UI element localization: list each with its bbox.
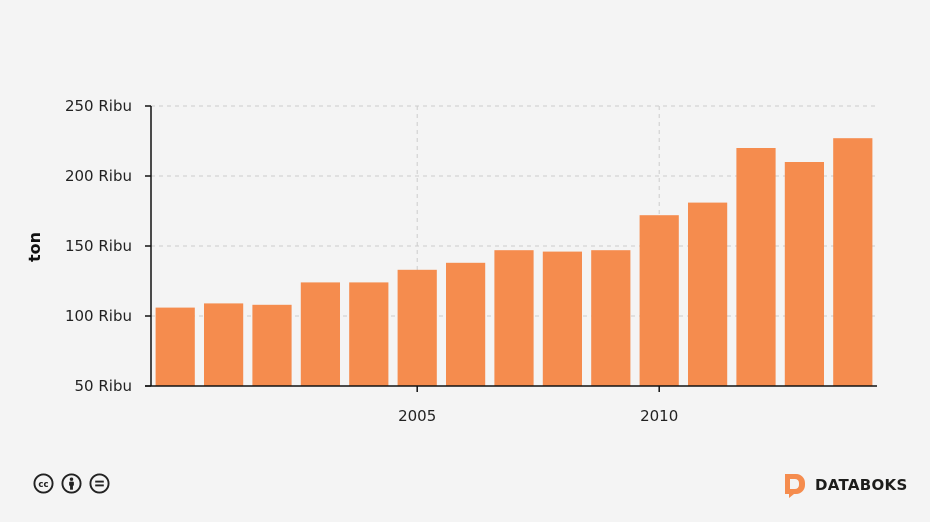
brand-name: DATABOKS bbox=[815, 476, 908, 494]
bar-2007 bbox=[494, 250, 534, 386]
cc-icon: cc bbox=[33, 473, 54, 494]
bar-2005 bbox=[397, 269, 437, 386]
bar-2006 bbox=[445, 262, 486, 386]
bar-2000 bbox=[155, 307, 195, 386]
bar-2008 bbox=[542, 251, 583, 386]
bar-layer bbox=[155, 138, 873, 386]
y-tick-label: 50 Ribu bbox=[75, 377, 132, 395]
bar-2013 bbox=[784, 162, 825, 386]
bar-2003 bbox=[300, 282, 341, 386]
x-tick-label: 2010 bbox=[640, 407, 678, 425]
label-layer: 50 Ribu 100 Ribu 150 Ribu 200 Ribu 250 Ribu 2… bbox=[65, 97, 678, 425]
license-icons: cc bbox=[33, 473, 110, 494]
databoks-logo-icon bbox=[785, 474, 805, 498]
bar-2004 bbox=[349, 282, 389, 386]
x-tick-label: 2005 bbox=[398, 407, 436, 425]
bar-2001 bbox=[203, 303, 244, 386]
y-tick-label: 150 Ribu bbox=[65, 237, 132, 255]
databoks-brand: DATABOKS bbox=[783, 472, 908, 498]
bar-2014 bbox=[833, 138, 873, 386]
y-tick-label: 200 Ribu bbox=[65, 167, 132, 185]
nd-icon bbox=[89, 473, 110, 494]
bar-2010 bbox=[639, 215, 679, 386]
by-icon bbox=[61, 473, 82, 494]
y-axis-label: ton bbox=[25, 232, 44, 262]
axis-layer bbox=[145, 105, 877, 392]
bar-2012 bbox=[736, 148, 776, 386]
y-tick-label: 250 Ribu bbox=[65, 97, 132, 115]
bar-2011 bbox=[687, 202, 728, 386]
y-tick-label: 100 Ribu bbox=[65, 307, 132, 325]
bar-2009 bbox=[591, 250, 631, 386]
bar-2002 bbox=[252, 304, 292, 386]
svg-text:cc: cc bbox=[38, 480, 48, 490]
